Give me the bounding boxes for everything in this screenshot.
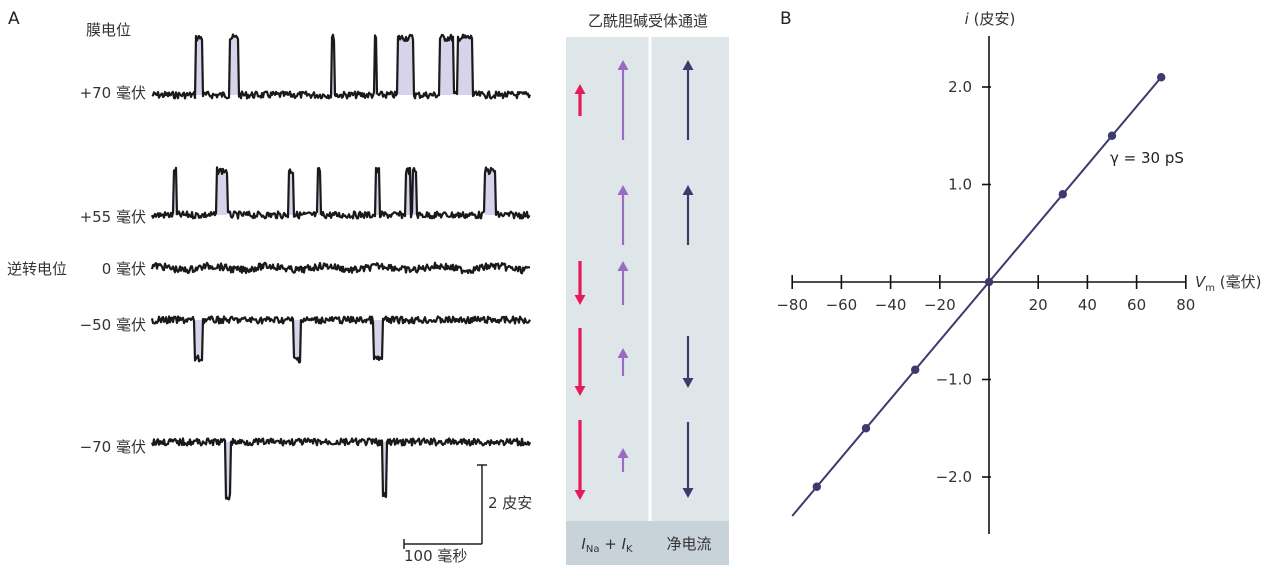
- channel-opening-fill: [440, 37, 453, 95]
- reversal-potential-label: 逆转电位: [7, 260, 67, 278]
- k-arrow-head: [617, 185, 629, 195]
- channel-opening-fill: [226, 442, 230, 497]
- channel-opening-fill: [318, 170, 320, 215]
- trace-label-plus70: +70 毫伏: [80, 84, 146, 102]
- footer-na-subscript: Na: [586, 544, 600, 555]
- channel-opening-fill: [294, 320, 300, 359]
- conductance-annotation: γ = 30 pS: [1110, 149, 1184, 167]
- na-arrow-head: [574, 295, 586, 305]
- current-traces: [150, 33, 532, 501]
- channel-opening-fill: [174, 170, 176, 215]
- membrane-potential-label: 膜电位: [86, 21, 131, 39]
- channel-panel-footer: [566, 521, 729, 565]
- x-tick-label: −60: [826, 296, 858, 314]
- net-arrow-head: [682, 378, 694, 388]
- x-axis-title-unit: (毫伏): [1215, 273, 1261, 291]
- k-arrow-head: [617, 448, 629, 458]
- channel-opening-fill: [406, 170, 410, 215]
- y-axis-title-unit: (皮安): [969, 10, 1015, 28]
- x-tick-label: −20: [924, 296, 956, 314]
- current-trace-line: [150, 315, 531, 364]
- panel-a-label: A: [8, 9, 20, 29]
- channel-opening-fill: [289, 170, 293, 215]
- x-tick-label: 60: [1127, 296, 1146, 314]
- current-trace-line: [151, 33, 532, 100]
- channel-opening-fill: [196, 37, 202, 95]
- current-trace-line: [150, 261, 531, 275]
- current-trace-line: [150, 166, 531, 220]
- footer-plus: +: [599, 535, 621, 553]
- channel-opening-fill: [376, 170, 379, 215]
- iv-plot: −80 −60 −40 −20 20 40 60 80 2.0 1.0 −1.0 −2.0: [776, 36, 1195, 534]
- scale-bar: 2 皮安 100 毫秒: [403, 464, 532, 565]
- na-arrow-head: [574, 84, 586, 94]
- k-arrow-head: [617, 60, 629, 70]
- net-arrow-head: [682, 488, 694, 498]
- y-tick-label: −1.0: [936, 371, 972, 389]
- channel-opening-fill: [374, 320, 382, 359]
- current-arrows: [574, 60, 694, 500]
- channel-panel: 乙酰胆碱受体通道 INa + IK 净电流: [566, 12, 729, 565]
- y-axis-title: i (皮安): [965, 10, 1016, 28]
- x-tick-label: −80: [776, 296, 808, 314]
- channel-opening-fill: [332, 37, 334, 95]
- channel-opening-fill: [383, 442, 386, 497]
- net-arrow-head: [682, 185, 694, 195]
- footer-i-symbol-2: I: [622, 535, 627, 553]
- x-tick-label: 80: [1176, 296, 1195, 314]
- k-arrow-head: [617, 348, 629, 358]
- channel-opening-fill: [217, 170, 227, 215]
- data-point: [1157, 73, 1166, 82]
- trace-label-minus50: −50 毫伏: [80, 316, 146, 334]
- footer-i-symbol: I: [581, 535, 586, 553]
- x-tick-label: 20: [1029, 296, 1048, 314]
- footer-k-subscript: K: [626, 544, 633, 555]
- k-arrow-head: [617, 261, 629, 271]
- channel-opening-fill: [398, 37, 413, 95]
- channel-opening-fill: [458, 37, 472, 95]
- current-trace-line: [150, 437, 532, 501]
- scale-bar-time-label: 100 毫秒: [404, 547, 467, 565]
- net-arrow-head: [682, 60, 694, 70]
- trace-label-zero: 0 毫伏: [102, 260, 146, 278]
- x-axis-title-subscript: m: [1205, 283, 1215, 294]
- x-axis-title: Vm (毫伏): [1195, 273, 1262, 294]
- data-point: [984, 277, 994, 287]
- data-point: [1107, 131, 1117, 140]
- y-tick-label: −2.0: [936, 468, 972, 486]
- x-axis-title-symbol: V: [1195, 273, 1207, 291]
- y-tick-label: 2.0: [948, 78, 972, 96]
- panel-b: B i (皮安) Vm (毫伏) γ = 30 pS −80 −60 −40 −20 2…: [776, 9, 1262, 534]
- y-axis-title-symbol: i: [965, 10, 970, 28]
- x-tick-label: −40: [875, 296, 907, 314]
- channel-opening-fill: [413, 170, 416, 215]
- x-tick-label: 40: [1078, 296, 1097, 314]
- scale-bar-current-label: 2 皮安: [488, 494, 532, 512]
- linear-fit-line: [791, 76, 1162, 517]
- footer-net-current: 净电流: [666, 535, 711, 553]
- data-point: [911, 365, 920, 374]
- channel-opening-fill: [195, 320, 202, 359]
- channel-panel-background: [566, 37, 729, 521]
- panel-b-label: B: [780, 9, 792, 29]
- y-tick-label: 1.0: [948, 176, 972, 194]
- trace-label-plus55: +55 毫伏: [80, 208, 146, 226]
- data-point: [1058, 190, 1068, 199]
- data-point: [812, 482, 821, 491]
- na-arrow-head: [574, 386, 586, 396]
- panel-a: A 膜电位 逆转电位 +70 毫伏 +55 毫伏 0 毫伏 −50 毫伏 −70…: [7, 9, 532, 565]
- trace-label-minus70: −70 毫伏: [80, 438, 146, 456]
- na-arrow-head: [574, 490, 586, 500]
- data-point: [861, 424, 871, 433]
- footer-current-sum: INa + IK: [581, 535, 633, 555]
- channel-panel-title: 乙酰胆碱受体通道: [588, 12, 708, 30]
- channel-opening-fill: [485, 170, 495, 215]
- channel-opening-fill: [230, 37, 238, 95]
